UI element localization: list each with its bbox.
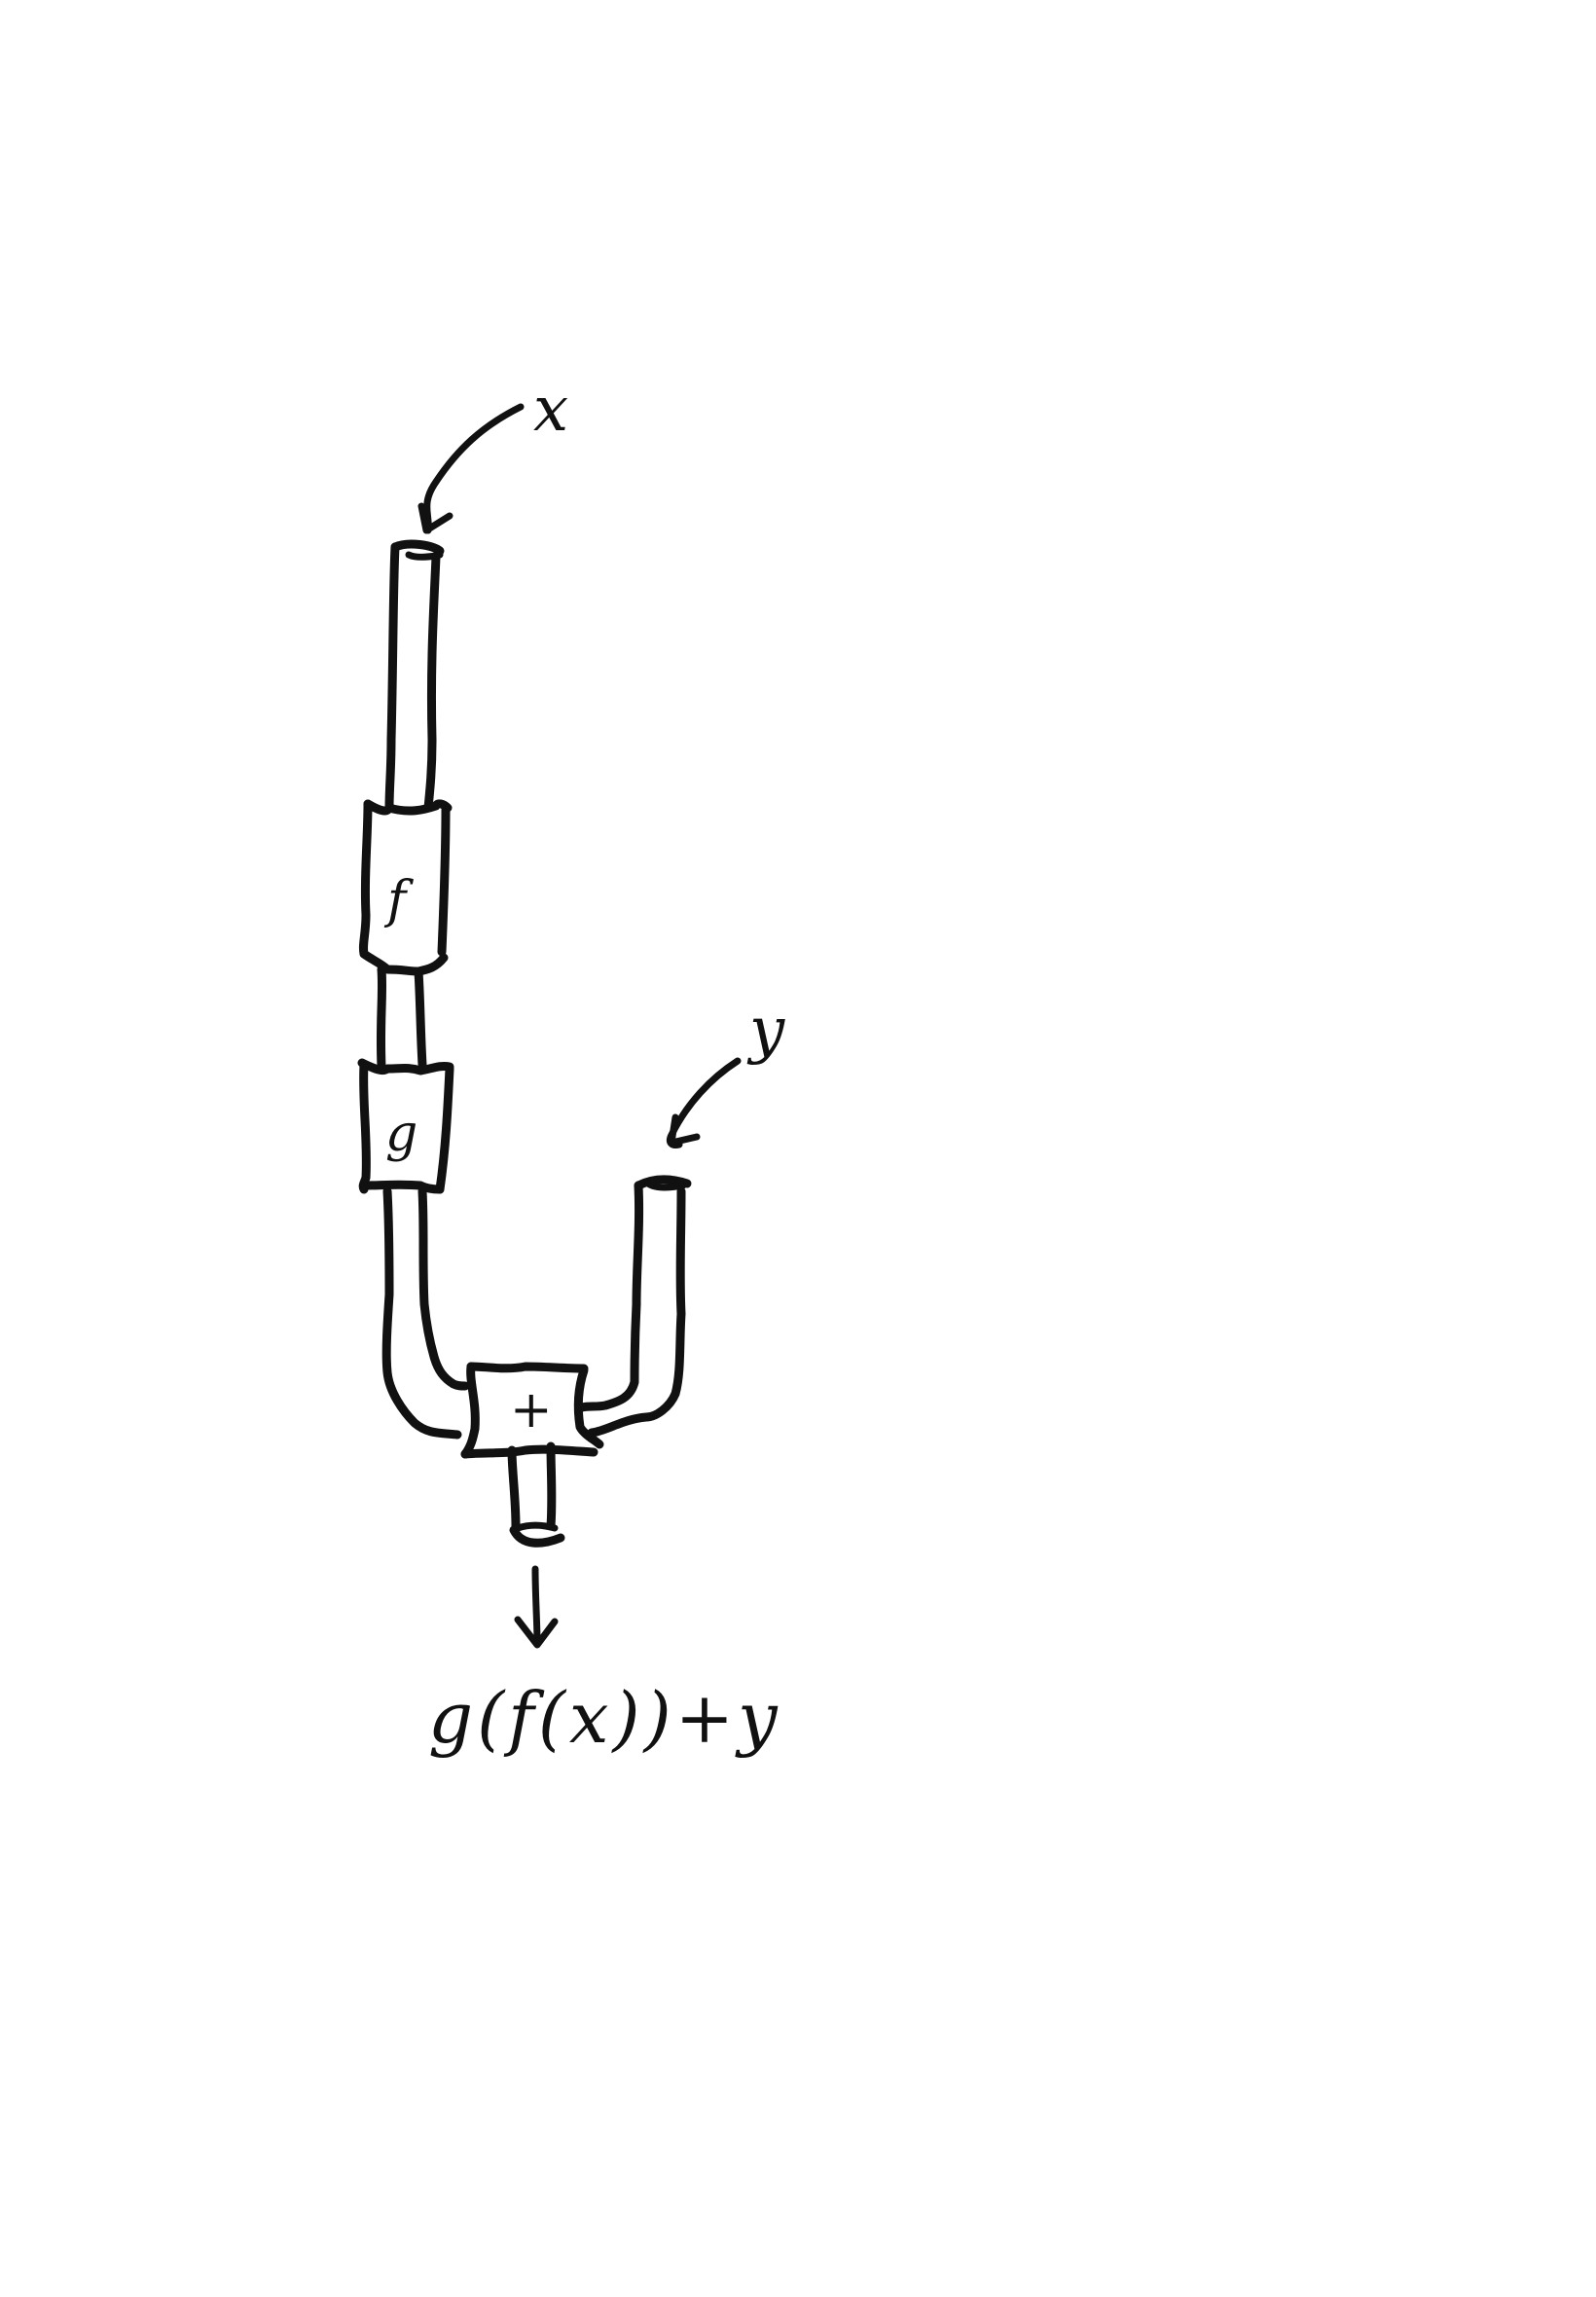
input-y-arrow — [666, 1057, 742, 1148]
f-to-g-pipe — [376, 965, 427, 1072]
input-x-arrow — [417, 403, 525, 534]
g-block — [357, 1058, 454, 1194]
left-pipe — [381, 1186, 470, 1440]
plus-block — [460, 1362, 604, 1459]
output-expression: g(f(x))+y — [428, 1677, 781, 1759]
f-block-label: f — [383, 871, 414, 930]
input-y-label: y — [746, 995, 785, 1067]
output-arrow — [514, 1565, 559, 1649]
output-pipe — [507, 1441, 565, 1548]
top-pipe — [384, 539, 445, 813]
g-block-label: g — [385, 1105, 417, 1163]
right-pipe — [577, 1175, 692, 1438]
f-block — [358, 799, 453, 976]
plus-block-label: + — [510, 1381, 553, 1440]
input-x-label: x — [533, 374, 568, 446]
